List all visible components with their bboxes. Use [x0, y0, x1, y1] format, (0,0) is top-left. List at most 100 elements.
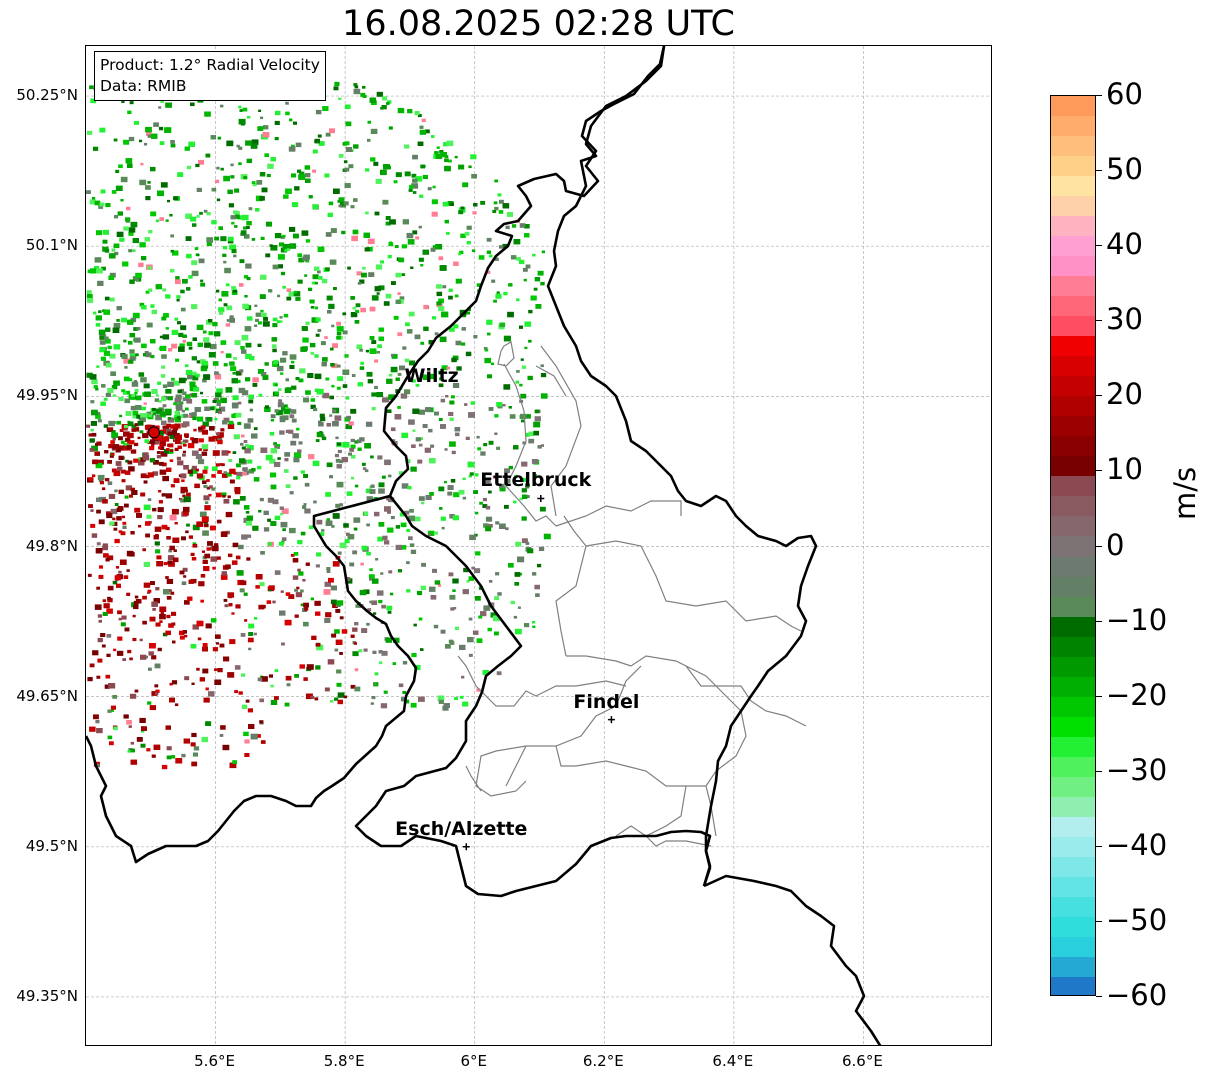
echo-cell — [170, 143, 176, 148]
echo-cell — [159, 345, 167, 351]
echo-cell — [540, 364, 544, 368]
echo-cell — [159, 613, 166, 620]
map-panel[interactable] — [85, 45, 992, 1046]
echo-cell — [428, 340, 434, 345]
echo-cell — [514, 582, 520, 586]
echo-cell — [441, 365, 448, 371]
echo-cell — [381, 475, 386, 479]
echo-cell — [140, 654, 147, 660]
lon-tick-label: 6.2°E — [582, 1052, 624, 1070]
echo-cell — [111, 384, 118, 390]
echo-cell — [521, 516, 527, 521]
echo-cell — [255, 585, 260, 589]
echo-cell — [272, 317, 278, 322]
echo-cell — [158, 446, 162, 450]
echo-cell — [364, 247, 370, 252]
echo-cell — [399, 512, 405, 517]
echo-cell — [200, 282, 206, 287]
echo-cell — [176, 456, 181, 461]
echo-cell — [217, 439, 223, 445]
echo-cell — [415, 437, 421, 442]
echo-cell — [152, 471, 159, 476]
echo-cell — [442, 201, 449, 207]
echo-cell — [101, 384, 106, 388]
colorbar-segment — [1051, 776, 1095, 798]
echo-cell — [303, 602, 309, 608]
echo-cell — [214, 679, 222, 685]
echo-cell — [316, 431, 324, 438]
echo-cell — [515, 541, 522, 547]
echo-cell — [368, 272, 375, 277]
echo-cell — [291, 173, 297, 178]
echo-cell — [314, 266, 320, 271]
echo-cell — [489, 254, 493, 258]
echo-cell — [531, 459, 539, 464]
echo-cell — [187, 443, 195, 449]
echo-cell — [122, 525, 127, 529]
echo-cell — [126, 206, 131, 211]
echo-cell — [288, 146, 296, 152]
echo-cell — [319, 413, 325, 418]
echo-cell — [362, 94, 367, 98]
echo-cell — [502, 203, 510, 209]
echo-cell — [96, 441, 102, 446]
echo-cell — [499, 199, 504, 204]
echo-cell — [134, 595, 139, 599]
echo-cell — [262, 321, 270, 327]
echo-cell — [279, 506, 284, 510]
echo-cell — [435, 153, 443, 159]
echo-cell — [247, 637, 254, 643]
echo-cell — [121, 479, 126, 483]
echo-cell — [421, 562, 426, 567]
echo-cell — [253, 632, 257, 636]
echo-cell — [242, 303, 249, 309]
echo-cell — [341, 230, 346, 235]
echo-cell — [305, 178, 311, 183]
echo-cell — [331, 384, 335, 388]
echo-cell — [520, 358, 524, 361]
echo-cell — [390, 353, 395, 357]
echo-cell — [194, 483, 200, 489]
echo-cell — [89, 374, 97, 380]
echo-cell — [414, 664, 421, 671]
echo-cell — [247, 316, 253, 321]
echo-cell — [182, 453, 186, 457]
echo-cell — [482, 670, 489, 676]
echo-cell — [173, 380, 180, 386]
echo-cell — [175, 758, 183, 764]
echo-cell — [519, 325, 523, 329]
echo-cell — [440, 398, 446, 403]
echo-cell — [506, 212, 513, 217]
echo-cell — [245, 511, 250, 514]
echo-cell — [492, 209, 497, 213]
echo-cell — [354, 668, 359, 672]
echo-cell — [219, 406, 226, 412]
echo-cell — [211, 474, 216, 478]
echo-cell — [183, 421, 190, 427]
echo-cell — [130, 741, 134, 745]
echo-cell — [298, 257, 305, 263]
echo-cell — [524, 321, 532, 327]
echo-cell — [378, 482, 385, 488]
echo-cell — [305, 693, 313, 700]
echo-cell — [212, 361, 219, 366]
echo-cell — [135, 405, 142, 411]
echo-cell — [244, 234, 249, 238]
echo-cell — [170, 140, 175, 144]
echo-cell — [448, 159, 452, 163]
echo-cell — [203, 466, 209, 470]
echo-cell — [527, 548, 534, 554]
echo-cell — [325, 267, 330, 271]
echo-cell — [134, 337, 141, 343]
echo-cell — [310, 695, 315, 699]
echo-cell — [537, 445, 542, 449]
echo-cell — [135, 272, 142, 279]
echo-cell — [123, 226, 129, 231]
echo-cell — [116, 231, 124, 237]
radar-site-marker[interactable] — [148, 426, 161, 439]
echo-cell — [220, 428, 225, 432]
echo-cell — [336, 331, 342, 336]
echo-cell — [178, 474, 182, 477]
echo-cell — [400, 697, 407, 702]
echo-cell — [312, 169, 317, 173]
